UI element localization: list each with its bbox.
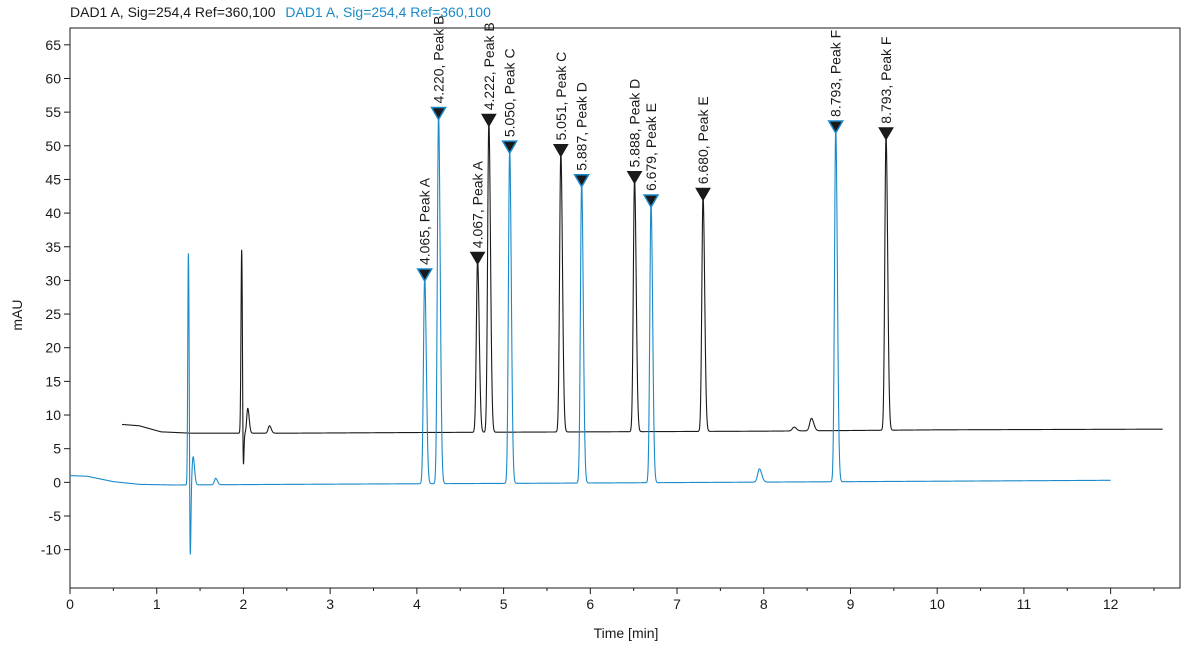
y-tick-label: 55: [45, 104, 61, 120]
y-tick-label: 25: [45, 306, 61, 322]
y-tick-label: 20: [45, 340, 61, 356]
peak-marker: [695, 187, 711, 202]
x-tick-label: 3: [326, 596, 334, 612]
y-tick-label: 60: [45, 70, 61, 86]
y-tick-label: 50: [45, 138, 61, 154]
peak-marker: [552, 144, 569, 158]
peak-marker: [642, 194, 660, 209]
x-tick-label: 12: [1103, 596, 1119, 612]
peak-marker: [878, 127, 894, 141]
x-tick-label: 10: [929, 596, 945, 612]
y-tick-label: 0: [53, 474, 61, 490]
peak-label: 8.793, Peak F: [828, 30, 844, 117]
y-tick-label: 35: [45, 239, 61, 255]
peak-label: 4.067, Peak A: [470, 160, 486, 248]
y-tick-label: -10: [41, 542, 61, 558]
x-tick-label: 11: [1017, 596, 1032, 612]
peak-marker: [416, 268, 433, 283]
peak-marker: [573, 174, 590, 189]
y-tick-label: 5: [53, 441, 61, 457]
x-axis-label: Time [min]: [594, 625, 659, 641]
peak-marker: [480, 113, 497, 128]
x-tick-label: 0: [66, 596, 74, 612]
peak-label: 8.793, Peak F: [878, 37, 894, 124]
x-tick-label: 9: [847, 596, 855, 612]
peak-label: 4.220, Peak B: [431, 16, 447, 104]
trace-series-0: [121, 121, 1164, 465]
x-tick-label: 2: [240, 596, 248, 612]
y-tick-label: 15: [45, 373, 61, 389]
peak-marker: [430, 106, 447, 121]
peak-label: 5.051, Peak C: [553, 52, 569, 141]
y-tick-label: 65: [45, 37, 61, 53]
peak-marker: [501, 140, 518, 155]
x-tick-label: 1: [153, 596, 161, 612]
x-tick-label: 8: [760, 596, 768, 612]
y-tick-label: 30: [45, 272, 61, 288]
peak-label: 4.065, Peak A: [417, 177, 433, 265]
y-tick-label: 45: [45, 171, 61, 187]
peak-label: 6.680, Peak E: [695, 96, 711, 184]
legend-entry-black: DAD1 A, Sig=254,4 Ref=360,100: [70, 4, 276, 20]
peak-label: 5.050, Peak C: [502, 48, 518, 137]
y-tick-label: -5: [49, 508, 62, 524]
plot-area-border: [69, 27, 1181, 589]
peak-label: 6.679, Peak E: [643, 103, 659, 191]
peak-marker: [469, 251, 486, 266]
peak-label: 4.222, Peak B: [481, 22, 497, 110]
peak-marker: [626, 170, 643, 185]
peak-label: 5.887, Peak D: [574, 82, 590, 171]
peak-label: 5.888, Peak D: [627, 79, 643, 168]
legend-entry-blue: DAD1 A, Sig=254,4 Ref=360,100: [285, 4, 491, 20]
x-tick-label: 4: [413, 596, 421, 612]
y-axis-label: mAU: [9, 299, 25, 330]
legend: DAD1 A, Sig=254,4 Ref=360,100 DAD1 A, Si…: [70, 4, 497, 20]
peak-marker: [827, 120, 845, 135]
y-tick-label: 40: [45, 205, 61, 221]
x-tick-label: 6: [586, 596, 594, 612]
y-tick-label: 10: [45, 407, 61, 423]
x-tick-label: 7: [673, 596, 681, 612]
x-tick-label: 5: [500, 596, 508, 612]
trace-series-1: [69, 115, 1112, 555]
